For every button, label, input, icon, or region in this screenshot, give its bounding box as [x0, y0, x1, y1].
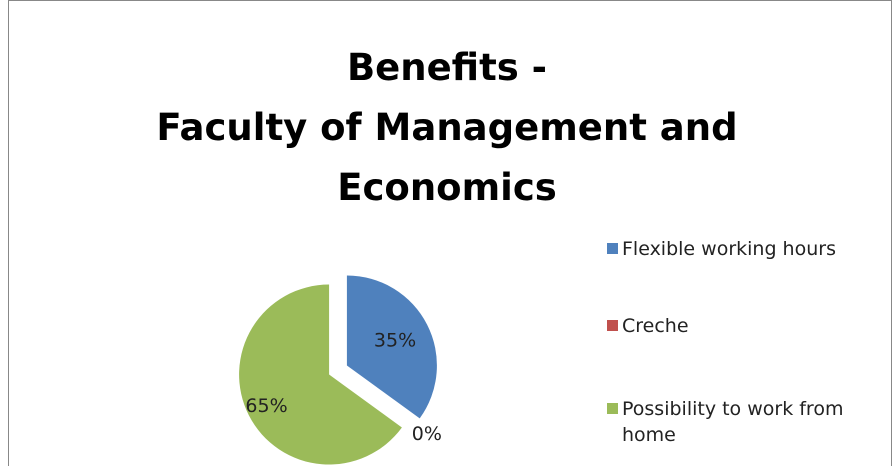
- legend-label: Creche: [622, 315, 689, 337]
- chart-title: Benefits - Faculty of Management and Eco…: [156, 46, 738, 209]
- chart-frame: [8, 0, 892, 466]
- data-label: 0%: [412, 423, 442, 445]
- legend-swatch: [607, 243, 618, 254]
- legend-swatch: [607, 320, 618, 331]
- legend-label: Possibility to work from home: [622, 398, 844, 446]
- pie-slice: [239, 284, 402, 465]
- legend-item: Possibility to work from home: [607, 396, 852, 448]
- data-label: 35%: [374, 329, 416, 351]
- data-label: 65%: [245, 395, 287, 417]
- legend-item: Creche: [607, 313, 852, 339]
- legend-item: Flexible working hours: [607, 236, 852, 262]
- pie-slice: [346, 275, 437, 419]
- legend-swatch: [607, 403, 618, 414]
- legend-label: Flexible working hours: [622, 238, 836, 260]
